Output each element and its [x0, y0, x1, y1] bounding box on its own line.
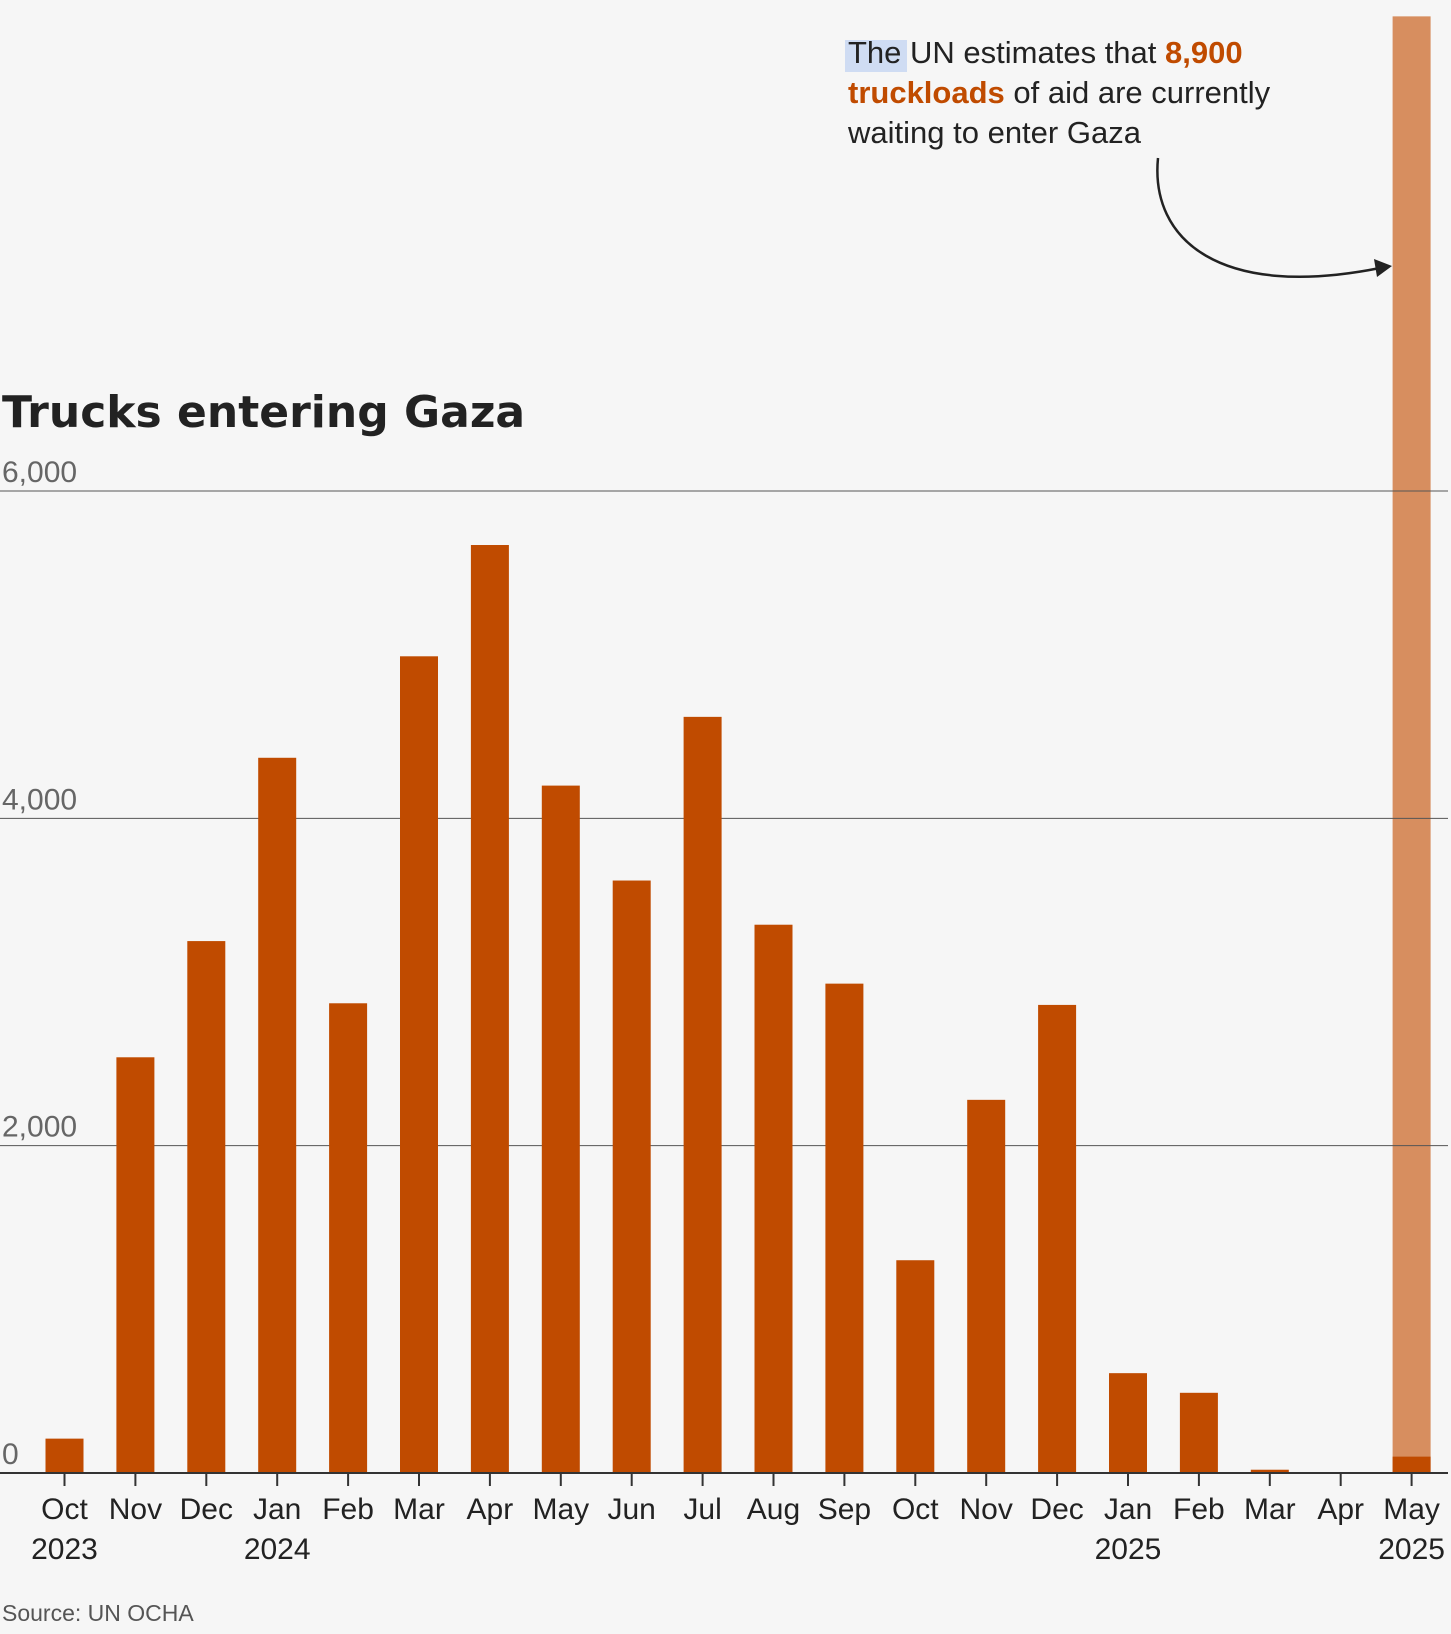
annotation-line-1: The UN estimates that 8,900 — [848, 35, 1243, 70]
annotation-highlight-number: 8,900 — [1165, 35, 1243, 70]
bar — [45, 1438, 84, 1473]
annotation-text-currently: of aid are currently — [1005, 75, 1271, 110]
x-tick-label: Mar — [1244, 1493, 1296, 1526]
x-tick-label: Jul — [683, 1493, 721, 1526]
bar — [1038, 1004, 1077, 1473]
annotation-highlight-truckloads: truckloads — [848, 75, 1005, 110]
bar — [1109, 1373, 1147, 1473]
x-tick-label: Jan — [253, 1493, 301, 1526]
annotation: The UN estimates that 8,900 truckloads o… — [845, 35, 1392, 278]
x-tick-label: Nov — [109, 1493, 162, 1526]
bar — [825, 983, 864, 1473]
x-axis: Oct 2023 Nov Dec Jan 2024 Feb Mar Apr May Jun Jul Au… — [0, 1472, 1448, 1566]
bars — [45, 545, 1431, 1473]
x-tick-label: Aug — [747, 1493, 800, 1526]
y-tick-label: 6,000 — [2, 456, 77, 489]
x-tick-year-label: 2023 — [31, 1533, 98, 1566]
x-tick-label: Oct — [41, 1493, 88, 1526]
bar — [683, 716, 722, 1473]
x-tick-label: Jan — [1104, 1493, 1152, 1526]
annotation-word-the: The — [848, 35, 901, 70]
x-tick-label: Oct — [892, 1493, 939, 1526]
annotation-arrow-line — [1156, 157, 1381, 278]
bar — [967, 1099, 1006, 1473]
bar — [1392, 1456, 1431, 1473]
annotation-text-un-estimates: UN estimates that — [901, 35, 1165, 70]
x-tick-label: Nov — [960, 1493, 1013, 1526]
bar — [896, 1260, 935, 1473]
bar — [187, 941, 226, 1473]
x-tick-year-label: 2025 — [1095, 1533, 1162, 1566]
waiting-trucks-bar — [1392, 16, 1431, 1473]
bar — [541, 785, 580, 1473]
x-tick-label: May — [1383, 1493, 1440, 1526]
x-tick-label: Apr — [1317, 1493, 1364, 1526]
waiting-bar-layer — [1392, 16, 1431, 1473]
x-tick-label: Jun — [608, 1493, 656, 1526]
bar — [258, 757, 297, 1473]
annotation-text-selection — [845, 40, 907, 72]
bar — [470, 545, 509, 1473]
x-tick-year-label: 2025 — [1378, 1533, 1445, 1566]
x-tick-year-label: 2024 — [244, 1533, 311, 1566]
chart-title: Trucks entering Gaza — [2, 387, 525, 438]
y-tick-label: 2,000 — [2, 1111, 77, 1144]
annotation-line-2: truckloads of aid are currently — [848, 75, 1271, 110]
x-tick-label: May — [532, 1493, 589, 1526]
x-tick-label: Sep — [818, 1493, 871, 1526]
bar — [754, 924, 793, 1473]
bar — [1250, 1469, 1289, 1473]
bar — [329, 1003, 368, 1473]
x-tick-label: Mar — [393, 1493, 445, 1526]
gridlines: 0 2,000 4,000 6,000 — [0, 456, 1448, 1471]
y-tick-label: 4,000 — [2, 783, 77, 816]
bar — [116, 1057, 155, 1473]
annotation-line-3: waiting to enter Gaza — [847, 115, 1142, 150]
x-tick-label: Feb — [1173, 1493, 1225, 1526]
x-tick-label: Apr — [467, 1493, 514, 1526]
annotation-arrowhead — [1374, 259, 1392, 277]
y-tick-label: 0 — [2, 1438, 19, 1471]
bar — [1179, 1392, 1218, 1473]
x-tick-label: Feb — [322, 1493, 374, 1526]
x-tick-label: Dec — [1030, 1493, 1083, 1526]
bar — [400, 656, 438, 1473]
bar — [612, 880, 651, 1473]
source-note: Source: UN OCHA — [2, 1600, 194, 1626]
x-tick-label: Dec — [180, 1493, 233, 1526]
